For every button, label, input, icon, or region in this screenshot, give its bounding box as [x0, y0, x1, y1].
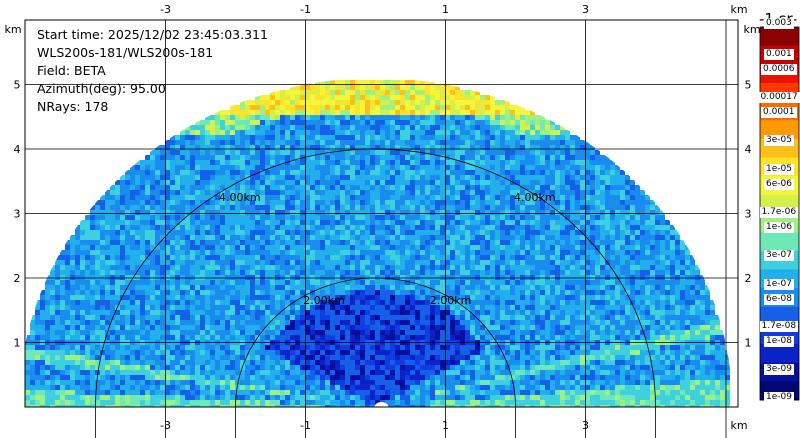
colorbar-label: 0.0001	[761, 107, 797, 118]
field-name: Field: BETA	[37, 63, 106, 78]
x-tick-label-top: 3	[582, 3, 589, 16]
colorbar-label: 1e-07	[764, 279, 794, 290]
y-unit-label-left: km	[4, 23, 21, 36]
range-ring-label: 2.00km	[430, 294, 472, 307]
x-unit-label-bottom: km	[730, 419, 747, 432]
start-time: Start time: 2025/12/02 23:45:03.311	[37, 27, 268, 42]
plot-frame	[24, 19, 739, 408]
colorbar-swatch	[760, 232, 799, 252]
x-tick-label-bottom: 3	[582, 419, 589, 432]
range-ring	[235, 277, 516, 438]
colorbar-label: 1.7e-08	[759, 321, 799, 332]
colorbar-label: 1.7e-06	[759, 207, 799, 218]
y-tick-label-right: 5	[745, 79, 752, 92]
colorbar-label: 6e-06	[764, 179, 794, 190]
x-tick-label-top: -1	[300, 3, 311, 16]
grid-lines: 2.00km 2.00km 4.00km 4.00km	[25, 20, 738, 438]
y-tick-label-right: 1	[745, 337, 752, 350]
y-unit-label-right: km	[743, 23, 760, 36]
colorbar-label: 6e-08	[764, 294, 794, 305]
x-tick-label-bottom: -1	[300, 419, 311, 432]
y-tick-label-right: 2	[745, 272, 752, 285]
y-tick-label-left: 2	[14, 272, 21, 285]
instrument-name: WLS200s-181/WLS200s-181	[37, 45, 214, 60]
x-tick-label-top: -3	[160, 3, 171, 16]
azimuth: Azimuth(deg): 95.00	[37, 81, 166, 96]
colorbar-swatch	[760, 344, 799, 364]
range-ring	[95, 148, 656, 438]
x-tick-label-bottom: -3	[160, 419, 171, 432]
colorbar-label: 1e-08	[764, 336, 794, 347]
x-tick-label-bottom: 1	[442, 419, 449, 432]
colorbar-swatch	[760, 27, 799, 47]
colorbar-label: 0.0006	[761, 64, 797, 75]
colorbar-label: 0.003	[764, 18, 794, 29]
y-tick-label-left: 4	[14, 143, 21, 156]
colorbar-swatch	[760, 120, 799, 140]
colorbar-label: 1e-09	[764, 392, 794, 403]
heatmap-field	[25, 80, 730, 407]
range-ring-label: 2.00km	[303, 294, 345, 307]
axis-ticks: -3 -3 -1 -1 1 1 3 3 1 1 2 2 3 3 4 4 5 5 km km km km	[4, 3, 760, 432]
colorbar-label: 1e-05	[764, 164, 794, 175]
colorbar-label: 3e-05	[764, 135, 794, 146]
x-tick-label-top: 1	[442, 3, 449, 16]
colorbar-label: 3e-09	[764, 364, 794, 375]
colorbar-label: 1e-06	[764, 222, 794, 233]
range-ring-label: 4.00km	[514, 191, 556, 204]
colorbar-label: 3e-07	[764, 250, 794, 261]
x-unit-label-top: km	[730, 3, 747, 16]
info-panel: Start time: 2025/12/02 23:45:03.311 WLS2…	[37, 26, 268, 116]
y-tick-label-right: 3	[745, 208, 752, 221]
y-tick-label-left: 5	[14, 79, 21, 92]
range-ring-label: 4.00km	[219, 191, 261, 204]
y-tick-label-left: 3	[14, 208, 21, 221]
colorbar-label: 0.00017	[758, 92, 800, 103]
colorbar-label: 0.001	[764, 49, 794, 60]
nrays: NRays: 178	[37, 99, 109, 114]
y-tick-label-right: 4	[745, 143, 752, 156]
y-tick-label-left: 1	[14, 337, 21, 350]
